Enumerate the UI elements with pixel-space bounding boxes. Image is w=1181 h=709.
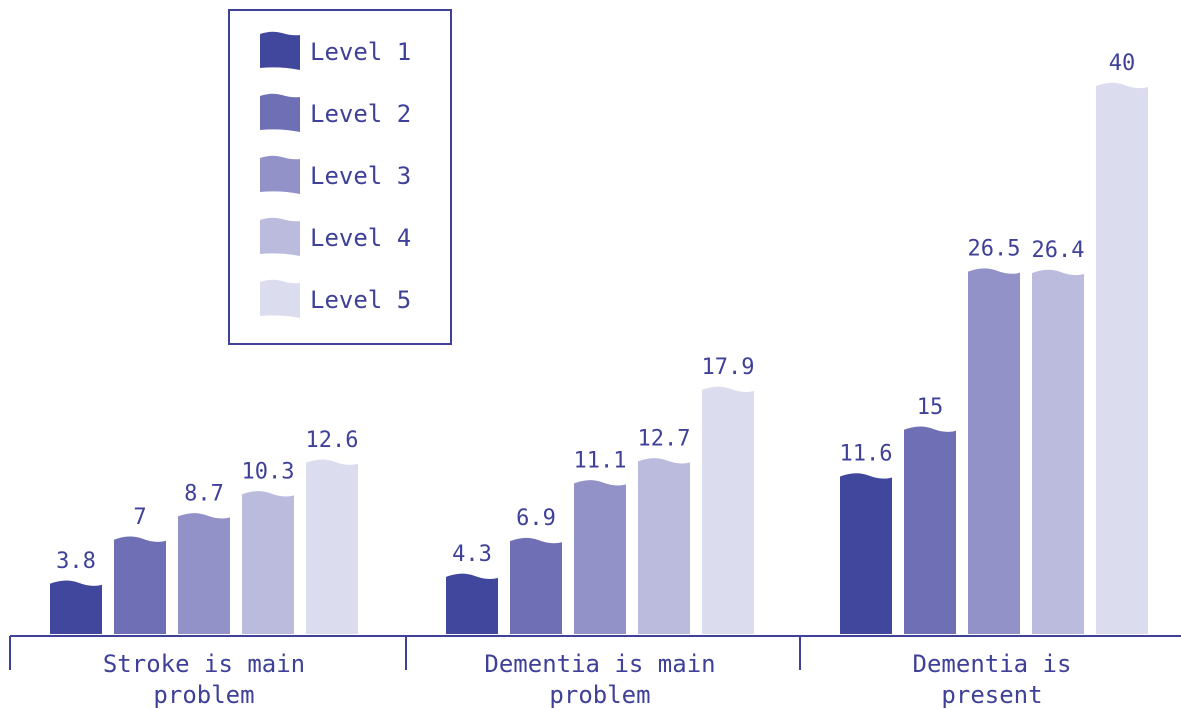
category-label-1-line-1: Stroke is main	[103, 650, 305, 678]
value-label-level-5-group-1: 12.6	[306, 428, 359, 453]
category-label-3-line-2: present	[941, 681, 1042, 709]
bars-layer	[50, 82, 1148, 634]
value-label-level-1-group-2: 4.3	[452, 542, 492, 567]
bar-level-3-group-3	[968, 268, 1020, 634]
value-label-level-3-group-3: 26.5	[968, 237, 1021, 262]
legend-swatch-level-1	[260, 31, 300, 70]
legend-label-level-1: Level 1	[310, 38, 411, 66]
legend-label-level-4: Level 4	[310, 224, 411, 252]
value-label-level-4-group-3: 26.4	[1032, 238, 1085, 263]
bar-level-1-group-3	[840, 473, 892, 634]
bar-level-4-group-2	[638, 458, 690, 634]
legend-label-level-3: Level 3	[310, 162, 411, 190]
value-label-level-4-group-1: 10.3	[242, 459, 295, 484]
value-label-level-5-group-2: 17.9	[702, 355, 755, 380]
legend-label-level-2: Level 2	[310, 100, 411, 128]
legend-swatch-level-3	[260, 155, 300, 194]
legend-swatch-level-4	[260, 217, 300, 256]
value-label-level-1-group-1: 3.8	[56, 549, 96, 574]
bar-level-3-group-2	[574, 480, 626, 634]
value-label-level-2-group-1: 7	[133, 505, 146, 530]
x-axis: Stroke is main problem Dementia is main pro…	[9, 635, 1181, 709]
category-label-1-line-2: problem	[153, 681, 254, 709]
legend-swatch-level-5	[260, 279, 300, 318]
legend-box	[228, 9, 452, 345]
bar-level-2-group-3	[904, 426, 956, 634]
value-label-level-1-group-3: 11.6	[840, 442, 893, 467]
value-label-level-5-group-3: 40	[1109, 51, 1136, 76]
category-label-2-line-1: Dementia is main	[484, 650, 715, 678]
bar-level-2-group-2	[510, 537, 562, 634]
value-labels-layer: 3.8 4.3 11.6 7 6.9 15 8.7 11.1 26.5 10.3 12.7 26.4 1…	[56, 51, 1135, 574]
legend-label-level-5: Level 5	[310, 286, 411, 314]
legend-swatch-level-2	[260, 93, 300, 132]
bar-level-5-group-2	[702, 386, 754, 634]
value-label-level-3-group-1: 8.7	[184, 481, 224, 506]
value-label-level-3-group-2: 11.1	[574, 448, 627, 473]
bar-level-5-group-1	[306, 459, 358, 634]
value-label-level-4-group-2: 12.7	[638, 426, 691, 451]
bar-level-1-group-1	[50, 580, 102, 634]
bar-level-4-group-3	[1032, 269, 1084, 634]
bar-level-5-group-3	[1096, 82, 1148, 634]
bar-level-4-group-1	[242, 491, 294, 634]
value-label-level-2-group-3: 15	[917, 395, 944, 420]
bar-level-1-group-2	[446, 573, 498, 634]
legend: Level 1 Level 2 Level 3 Level 4 Level 5	[228, 9, 452, 345]
bar-level-2-group-1	[114, 536, 166, 634]
category-label-3-line-1: Dementia is	[913, 650, 1072, 678]
bar-level-3-group-1	[178, 513, 230, 634]
category-label-2-line-2: problem	[549, 681, 650, 709]
value-label-level-2-group-2: 6.9	[516, 506, 556, 531]
